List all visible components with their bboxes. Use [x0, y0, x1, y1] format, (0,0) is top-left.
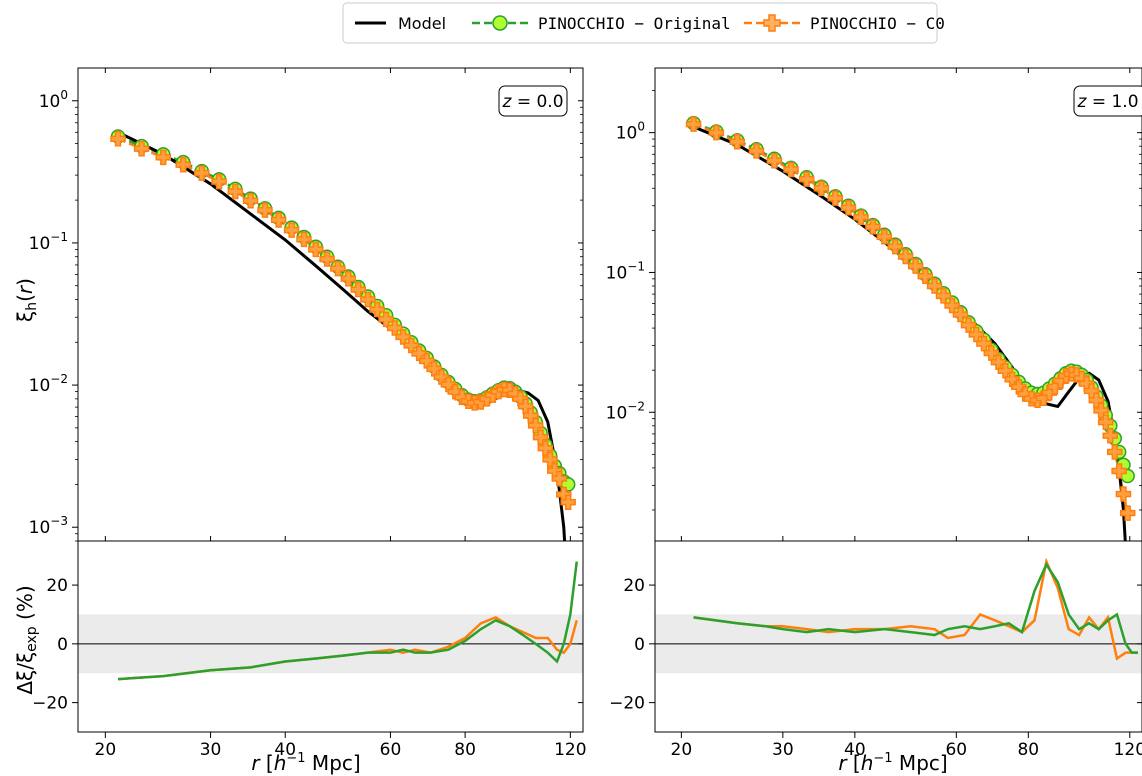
right-redshift-label: z = 1.0 — [1076, 92, 1138, 112]
right-c0-point — [1107, 444, 1123, 460]
left-y-tick-label: 10−3 — [29, 514, 68, 538]
right-c0-point — [813, 180, 830, 197]
right-x-tick-label: 80 — [1017, 740, 1039, 760]
left-c0-point — [330, 260, 346, 277]
left-x-tick-label: 20 — [95, 740, 117, 760]
left-top-background — [78, 68, 583, 541]
left-c0-point — [551, 470, 568, 487]
right-c0-point — [729, 134, 745, 150]
left-redshift-label: z = 0.0 — [501, 92, 563, 112]
right-x-tick-label: 40 — [844, 740, 866, 760]
right-original-residual-line — [693, 561, 1138, 654]
left-c0-point — [133, 140, 150, 157]
right-c0-point — [1041, 384, 1058, 401]
left-top-series — [110, 129, 576, 541]
left-c0-point — [242, 192, 259, 209]
right-c0-point — [798, 171, 815, 187]
right-c0-point — [748, 143, 765, 159]
right-resid-y-tick-label: −20 — [609, 694, 645, 714]
left-x-tick-label: 80 — [454, 740, 476, 760]
right-x-tick-label: 30 — [772, 740, 794, 760]
left-c0-point — [270, 212, 287, 228]
right-correlation-plot: 100 10−1 10−2 — [606, 67, 1142, 542]
right-redshift-box: z = 1.0 — [1073, 85, 1142, 117]
left-x-tick-label: 120 — [554, 740, 586, 760]
right-c0-point — [827, 190, 844, 206]
right-c0-point — [783, 161, 799, 178]
left-c0-point — [211, 173, 227, 190]
left-c0-point — [155, 149, 172, 166]
right-c0-point — [1115, 486, 1132, 502]
right-c0-point — [1119, 505, 1136, 521]
right-c0-point — [865, 219, 881, 235]
right-bottom-series — [693, 557, 1138, 661]
right-y-tick-label: 10−2 — [606, 399, 645, 423]
panel-z0: 100 10−1 10−2 10−3 20 30 40 60 80 120 20 0 −20 ξh(r… — [13, 67, 587, 775]
right-x-tick-label: 120 — [1114, 740, 1142, 760]
left-c0-point — [110, 131, 126, 147]
right-residual-plot: 20 30 40 60 80 120 20 0 −20 — [609, 540, 1142, 760]
left-c0-point — [175, 156, 191, 173]
right-bottom-frame — [654, 540, 1142, 733]
panel-z1: 100 10−1 10−2 20 30 40 60 80 120 20 0 −20 r [h−1 M… — [606, 67, 1142, 775]
left-resid-y-tick-label: −20 — [32, 694, 68, 714]
left-c0-point — [340, 270, 357, 287]
left-c0-point — [308, 241, 324, 258]
left-resid-y-tick-label: 20 — [46, 576, 68, 596]
left-c0-point — [296, 231, 312, 248]
left-y-tick-label: 10−2 — [29, 372, 68, 396]
left-c0-point — [560, 494, 576, 510]
left-residual-plot: 20 30 40 60 80 120 20 0 −20 — [32, 540, 587, 760]
legend-original-label: PINOCCHIO − Original — [538, 14, 731, 33]
right-top-series — [685, 115, 1136, 541]
right-y-tick-label: 100 — [616, 120, 645, 144]
left-x-tick-label: 30 — [200, 740, 222, 760]
right-x-tick-label: 20 — [671, 740, 693, 760]
legend-model-label: Model — [398, 14, 446, 33]
left-c0-point — [319, 251, 335, 267]
right-c0-point — [685, 116, 702, 132]
right-x-tick-label: 60 — [945, 740, 967, 760]
left-resid-y-tick-label: 0 — [57, 635, 68, 655]
right-c0-point — [1102, 427, 1119, 444]
left-y-tick-label: 100 — [39, 88, 68, 112]
right-c0-point — [952, 306, 969, 323]
legend-c0-marker — [763, 14, 781, 32]
right-c0-point — [887, 238, 903, 255]
legend: Model PINOCCHIO − Original PINOCCHIO − C… — [342, 2, 945, 44]
left-xlabel: r [h−1 Mpc] — [251, 751, 360, 775]
right-c0-point — [853, 209, 869, 226]
left-c0-point — [257, 202, 273, 218]
right-resid-y-tick-label: 20 — [623, 576, 645, 596]
right-resid-y-tick-label: 0 — [634, 635, 645, 655]
left-ylabel-bottom: Δξ/ξexp (%) — [13, 585, 40, 694]
legend-original-marker — [492, 15, 508, 31]
left-x-tick-label: 40 — [274, 740, 296, 760]
right-c0-point — [766, 152, 783, 169]
left-original-residual-line — [117, 561, 578, 681]
left-x-tick-label: 60 — [380, 740, 402, 760]
right-c0-point — [708, 124, 725, 141]
left-bottom-series — [117, 561, 578, 681]
right-xlabel: r [h−1 Mpc] — [838, 751, 947, 775]
left-c0-point — [194, 165, 210, 181]
left-c0-point — [227, 183, 244, 200]
legend-frame — [342, 2, 938, 44]
right-c0-point — [1111, 463, 1127, 479]
right-y-tick-label: 10−1 — [606, 259, 645, 283]
right-c0-point — [840, 200, 857, 216]
left-c0-point — [283, 222, 300, 238]
left-y-tick-label: 10−1 — [29, 230, 68, 254]
left-ylabel-top: ξh(r) — [13, 278, 40, 322]
right-c0-point — [876, 229, 893, 245]
left-bottom-frame — [77, 540, 584, 733]
left-correlation-plot: 100 10−1 10−2 10−3 — [29, 67, 584, 542]
legend-c0-label: PINOCCHIO − C0 — [810, 14, 945, 33]
left-redshift-box: z = 0.0 — [498, 85, 568, 117]
